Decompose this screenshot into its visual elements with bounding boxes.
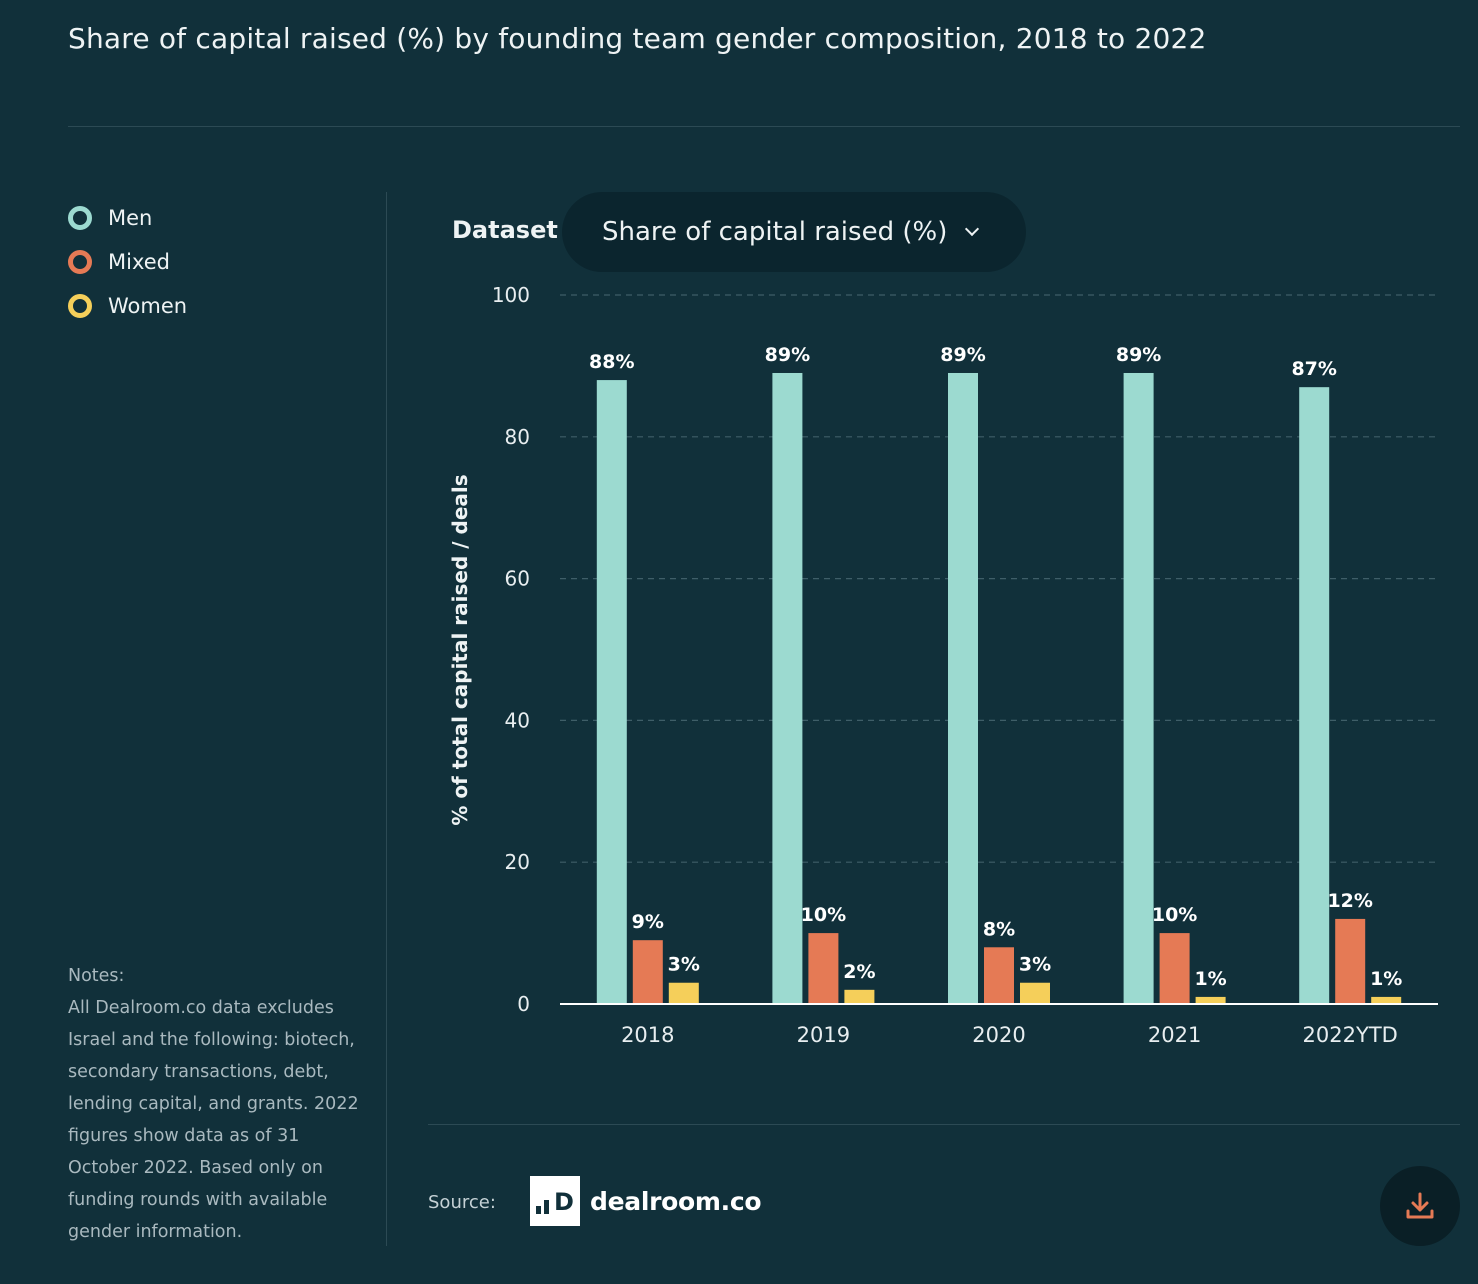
bar-mixed bbox=[808, 933, 839, 1004]
data-label: 87% bbox=[1291, 358, 1336, 380]
data-label: 8% bbox=[983, 918, 1015, 940]
data-label: 1% bbox=[1370, 968, 1402, 990]
source-label: Source: bbox=[428, 1192, 496, 1213]
legend-item-mixed[interactable]: Mixed bbox=[68, 240, 187, 284]
y-tick-label: 20 bbox=[505, 850, 530, 874]
notes-text: All Dealroom.co data excludes Israel and… bbox=[68, 998, 359, 1242]
legend-label-women: Women bbox=[108, 294, 188, 318]
notes-heading: Notes: bbox=[68, 966, 125, 986]
x-tick-label: 2022YTD bbox=[1303, 1023, 1398, 1047]
download-button[interactable] bbox=[1380, 1166, 1460, 1246]
y-tick-label: 0 bbox=[517, 992, 530, 1016]
legend-dot-mixed bbox=[68, 250, 92, 274]
dataset-selected-value: Share of capital raised (%) bbox=[602, 217, 948, 247]
bar-women bbox=[1195, 996, 1226, 1004]
bar-mixed bbox=[1335, 918, 1366, 1004]
data-label: 89% bbox=[765, 344, 810, 366]
data-label: 1% bbox=[1194, 968, 1226, 990]
bar-men bbox=[1299, 387, 1330, 1004]
footer-divider bbox=[428, 1124, 1460, 1125]
chart-title: Share of capital raised (%) by founding … bbox=[68, 22, 1207, 55]
y-tick-label: 40 bbox=[505, 708, 530, 732]
data-label: 89% bbox=[1116, 344, 1161, 366]
bar-men bbox=[772, 372, 803, 1004]
bar-women bbox=[1371, 996, 1402, 1004]
legend-item-women[interactable]: Women bbox=[68, 284, 187, 328]
data-label: 89% bbox=[940, 344, 985, 366]
download-icon bbox=[1406, 1192, 1434, 1219]
y-tick-label: 60 bbox=[505, 567, 530, 591]
legend-label-mixed: Mixed bbox=[108, 250, 170, 274]
dealroom-logo-mark: D bbox=[530, 1176, 580, 1226]
data-label: 10% bbox=[1152, 904, 1197, 926]
bar-women bbox=[668, 982, 699, 1004]
legend-dot-men bbox=[68, 206, 92, 230]
legend: Men Mixed Women bbox=[68, 196, 187, 328]
x-tick-label: 2018 bbox=[621, 1023, 674, 1047]
bar-men bbox=[596, 380, 627, 1005]
x-tick-label: 2020 bbox=[972, 1023, 1025, 1047]
dataset-dropdown[interactable]: Share of capital raised (%) bbox=[562, 192, 1026, 272]
legend-dot-women bbox=[68, 294, 92, 318]
bar-mixed bbox=[1159, 933, 1190, 1004]
y-tick-label: 80 bbox=[505, 425, 530, 449]
data-label: 2% bbox=[843, 961, 875, 983]
bar-mixed bbox=[632, 940, 663, 1004]
logo-bar-icon bbox=[536, 1206, 542, 1214]
bar-women bbox=[1020, 982, 1050, 1004]
data-label: 12% bbox=[1327, 890, 1372, 912]
x-tick-label: 2019 bbox=[797, 1023, 850, 1047]
dealroom-logo-text: dealroom.co bbox=[590, 1186, 762, 1216]
notes: Notes: All Dealroom.co data excludes Isr… bbox=[68, 960, 368, 1248]
logo-bar-icon bbox=[544, 1200, 550, 1214]
legend-label-men: Men bbox=[108, 206, 153, 230]
dataset-label: Dataset bbox=[452, 216, 558, 244]
data-label: 88% bbox=[589, 351, 634, 373]
data-label: 9% bbox=[632, 911, 664, 933]
bar-women bbox=[844, 989, 875, 1004]
bar-men bbox=[1123, 372, 1154, 1004]
bar-mixed bbox=[984, 947, 1014, 1004]
dealroom-logo[interactable]: D dealroom.co bbox=[530, 1176, 762, 1226]
x-tick-label: 2021 bbox=[1148, 1023, 1201, 1047]
data-label: 10% bbox=[801, 904, 846, 926]
logo-letter: D bbox=[554, 1188, 574, 1216]
data-label: 3% bbox=[668, 954, 700, 976]
header-divider bbox=[68, 126, 1460, 127]
sidebar-divider bbox=[386, 192, 387, 1246]
bar-men bbox=[948, 372, 978, 1004]
data-label: 3% bbox=[1019, 954, 1051, 976]
legend-item-men[interactable]: Men bbox=[68, 196, 187, 240]
y-tick-label: 100 bbox=[492, 283, 530, 307]
